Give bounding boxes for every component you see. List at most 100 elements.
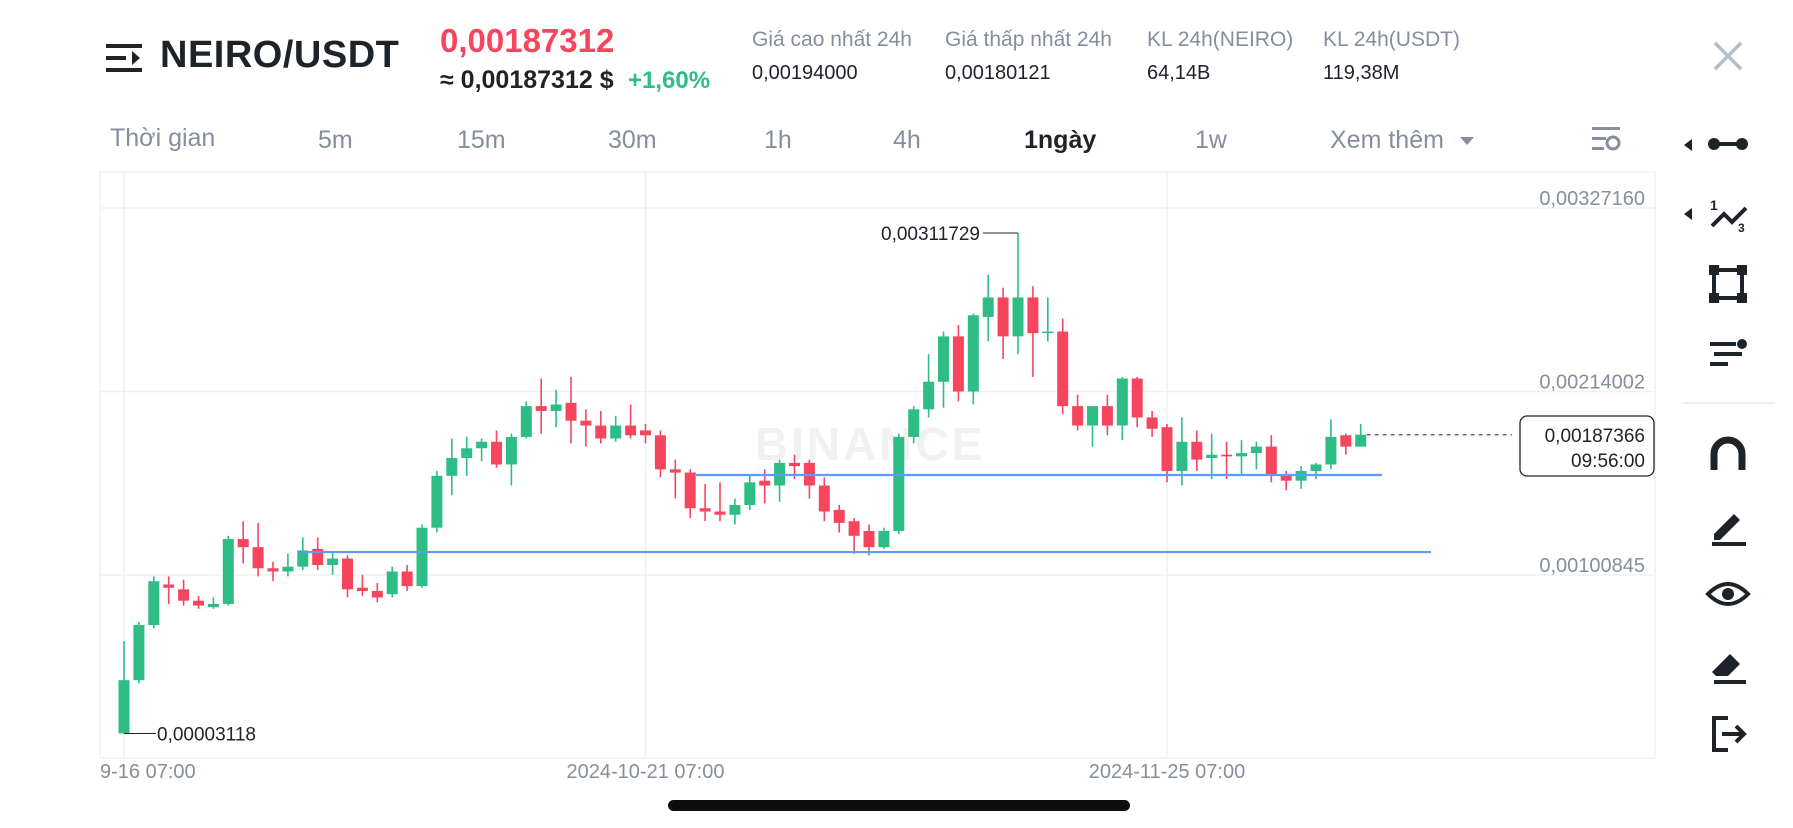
candle-body — [1057, 331, 1069, 407]
candle-body — [550, 404, 562, 411]
candle-body — [401, 571, 413, 587]
magnet-icon[interactable] — [1704, 430, 1752, 478]
candle-body — [699, 508, 711, 512]
stat-24h-volume-quote: KL 24h(USDT) 119,38M — [1323, 28, 1460, 85]
candle-body — [938, 336, 949, 382]
candle-body — [163, 584, 175, 588]
candle-body — [207, 603, 219, 608]
candle-body — [1206, 454, 1218, 458]
stat-label: Giá thấp nhất 24h — [945, 28, 1112, 51]
price-change-percent: +1,60% — [628, 67, 711, 94]
candle-body — [237, 539, 249, 548]
eye-icon[interactable] — [1704, 570, 1752, 618]
candle-body — [476, 441, 488, 449]
candle-body — [595, 425, 607, 439]
candle-body — [654, 435, 666, 470]
candle-body — [491, 441, 502, 465]
timeframe-4h[interactable]: 4h — [893, 126, 921, 154]
candle-body — [133, 625, 145, 681]
expand-left-icon[interactable] — [1682, 138, 1694, 152]
candle-body — [1221, 454, 1233, 457]
candle-body — [1131, 378, 1143, 418]
candle-body — [178, 589, 190, 601]
current-price-box — [1519, 415, 1655, 477]
candle-body — [446, 457, 458, 476]
candle-body — [1027, 297, 1039, 334]
candle-body — [386, 571, 398, 595]
stat-value: 0,00194000 — [752, 62, 858, 84]
eraser-icon[interactable] — [1704, 640, 1752, 688]
timeframe-1w[interactable]: 1w — [1195, 126, 1227, 154]
y-tick-label: 0,00100845 — [1539, 555, 1645, 577]
candle-body — [625, 425, 637, 436]
chart-settings-icon[interactable] — [1590, 124, 1622, 154]
x-tick-label: 2024-11-25 07:00 — [1089, 761, 1245, 783]
timeframe-1d[interactable]: 1ngày — [1024, 126, 1097, 154]
candle-body — [1072, 406, 1084, 426]
timeframe-15m[interactable]: 15m — [457, 126, 506, 154]
candle-body — [1325, 436, 1337, 465]
candle-body — [908, 409, 920, 437]
candle-body — [833, 509, 845, 523]
candle-body — [967, 315, 979, 392]
candle-body — [193, 600, 204, 606]
candle-body — [505, 436, 517, 465]
watermark-text: BINANCE — [755, 418, 986, 470]
timeframe-5m[interactable]: 5m — [318, 126, 353, 154]
candle-body — [759, 480, 771, 486]
pencil-icon[interactable] — [1704, 500, 1752, 548]
timeframe-1h[interactable]: 1h — [764, 126, 792, 154]
candle-body — [1310, 464, 1322, 471]
trading-pair[interactable]: NEIRO/USDT — [160, 34, 400, 76]
close-icon[interactable] — [1708, 36, 1748, 76]
expand-left-icon[interactable] — [1682, 207, 1694, 221]
candle-body — [431, 475, 443, 528]
stat-label: Giá cao nhất 24h — [752, 28, 912, 51]
stat-label: KL 24h(USDT) — [1323, 28, 1460, 51]
candle-body — [1012, 297, 1024, 337]
candle-body — [818, 485, 830, 512]
candle-body — [342, 558, 353, 590]
timeframe-more-dropdown[interactable]: Xem thêm — [1330, 126, 1475, 155]
candle-body — [789, 462, 800, 467]
candle-body — [952, 336, 964, 392]
indicator-lines-icon[interactable] — [1704, 330, 1752, 378]
candle-body — [1340, 435, 1352, 447]
candle-body — [327, 558, 339, 566]
candle-body — [1161, 427, 1173, 471]
candle-body — [878, 530, 890, 548]
candle-body — [729, 505, 741, 515]
candle-body — [1191, 441, 1203, 460]
plot-area — [99, 171, 1656, 759]
stat-24h-high: Giá cao nhất 24h 0,00194000 — [752, 28, 912, 85]
candle-body — [1176, 441, 1188, 471]
candle-body — [669, 469, 681, 473]
candle-body — [1236, 453, 1247, 457]
candle-body — [1087, 406, 1098, 426]
candle-body — [356, 587, 368, 591]
countdown-label: 09:56:00 — [1571, 451, 1645, 472]
rectangle-icon[interactable] — [1704, 260, 1752, 308]
candle-body — [684, 472, 696, 509]
fibonacci-icon[interactable]: 1 3 — [1704, 190, 1752, 238]
last-price: 0,00187312 — [440, 22, 615, 59]
candle-body — [848, 521, 860, 536]
candle-body — [982, 297, 994, 317]
home-indicator — [668, 800, 1130, 811]
candle-body — [893, 436, 905, 531]
svg-text:1: 1 — [1710, 197, 1718, 213]
candle-body — [1101, 406, 1113, 426]
candle-body — [252, 547, 264, 569]
candle-body — [312, 548, 324, 566]
timeframe-30m[interactable]: 30m — [608, 126, 657, 154]
candle-body — [580, 420, 592, 426]
candle-body — [1042, 331, 1054, 334]
stat-value: 0,00180121 — [945, 62, 1051, 84]
menu-icon[interactable] — [104, 38, 144, 78]
horizontal-line-icon[interactable] — [1704, 120, 1752, 168]
y-tick-label: 0,00214002 — [1539, 372, 1645, 394]
exit-icon[interactable] — [1704, 710, 1752, 758]
candle-body — [222, 539, 234, 604]
toolbar-divider — [1683, 402, 1775, 404]
